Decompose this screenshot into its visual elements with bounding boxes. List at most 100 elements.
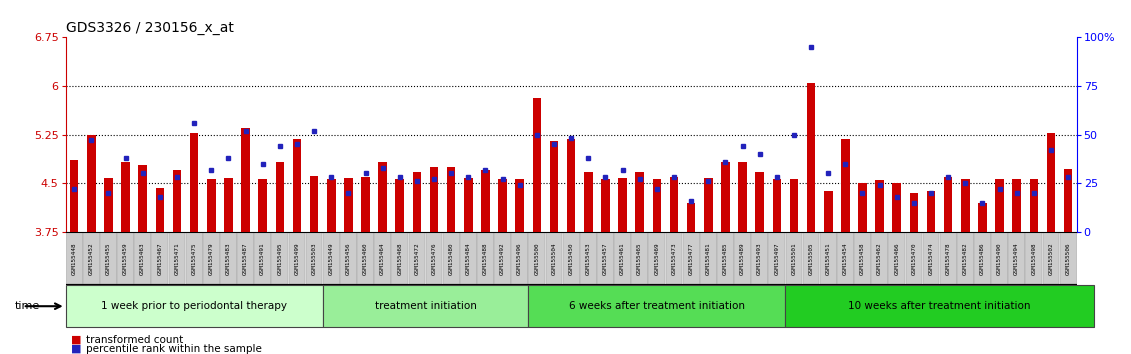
Text: GSM155475: GSM155475 [191,242,197,275]
Bar [66,232,83,285]
Bar [944,177,952,232]
Bar [322,285,528,327]
Text: 10 weeks after treatment initiation: 10 weeks after treatment initiation [848,301,1030,311]
Bar [443,232,459,285]
Bar [173,170,181,232]
Bar [636,172,644,232]
Bar [276,162,284,232]
Bar [121,162,130,232]
Bar [892,183,901,232]
Text: GSM155501: GSM155501 [792,242,796,275]
Bar [357,232,374,285]
Bar [722,162,729,232]
Bar [772,179,782,232]
Text: GSM155483: GSM155483 [226,242,231,275]
Bar [995,179,1004,232]
Bar [1046,133,1055,232]
Bar [374,232,391,285]
Bar [288,232,305,285]
Bar [961,179,969,232]
Text: GSM155494: GSM155494 [1015,242,1019,275]
Text: ■: ■ [71,344,81,354]
Text: time: time [15,301,40,311]
Bar [190,133,198,232]
Bar [854,232,871,285]
Bar [703,178,713,232]
Bar [909,193,918,232]
Bar [665,232,682,285]
Text: GSM155489: GSM155489 [740,242,745,275]
Bar [528,285,785,327]
Bar [974,232,991,285]
Text: ■: ■ [71,335,81,345]
Text: GSM155492: GSM155492 [500,242,506,275]
Bar [481,170,490,232]
Bar [768,232,785,285]
Text: GSM155482: GSM155482 [962,242,968,275]
Bar [322,232,339,285]
Bar [957,232,974,285]
Text: GSM155451: GSM155451 [826,242,830,275]
Text: GSM155471: GSM155471 [174,242,180,275]
Bar [687,202,696,232]
Bar [1060,232,1077,285]
Bar [305,232,322,285]
Text: GSM155502: GSM155502 [1048,242,1053,275]
Text: GSM155500: GSM155500 [534,242,539,275]
Bar [447,167,456,232]
Bar [871,232,888,285]
Bar [460,232,477,285]
Text: GSM155479: GSM155479 [209,242,214,275]
Bar [391,232,408,285]
Bar [379,162,387,232]
Text: GSM155478: GSM155478 [946,242,951,275]
Text: GSM155461: GSM155461 [620,242,625,275]
Text: GSM155460: GSM155460 [363,242,368,275]
Bar [940,232,957,285]
Text: GSM155497: GSM155497 [775,242,779,275]
Bar [926,191,935,232]
Bar [499,179,507,232]
Text: GSM155468: GSM155468 [397,242,403,275]
Bar [271,232,288,285]
Bar [202,232,219,285]
Text: GSM155465: GSM155465 [637,242,642,275]
Bar [152,232,169,285]
Bar [344,178,353,232]
Text: GSM155456: GSM155456 [346,242,351,275]
Text: GSM155464: GSM155464 [380,242,386,275]
Bar [978,202,986,232]
Bar [1029,179,1038,232]
Text: GSM155504: GSM155504 [552,242,556,275]
Bar [66,285,322,327]
Bar [156,188,164,232]
Text: GSM155455: GSM155455 [106,242,111,275]
Text: GSM155503: GSM155503 [312,242,317,275]
Bar [1064,169,1072,232]
Text: GSM155487: GSM155487 [243,242,248,275]
Bar [789,179,798,232]
Text: GSM155486: GSM155486 [979,242,985,275]
Text: GDS3326 / 230156_x_at: GDS3326 / 230156_x_at [66,21,233,35]
Bar [169,232,185,285]
Bar [820,232,837,285]
Bar [135,232,152,285]
Bar [648,232,665,285]
Bar [614,232,631,285]
Bar [991,232,1008,285]
Bar [823,191,832,232]
Text: GSM155469: GSM155469 [655,242,659,275]
Bar [751,232,768,285]
Bar [1009,232,1025,285]
Text: GSM155496: GSM155496 [517,242,523,275]
Bar [806,82,815,232]
Bar [1043,232,1060,285]
Bar [550,141,559,232]
Bar [310,176,319,232]
Text: GSM155462: GSM155462 [878,242,882,275]
Bar [717,232,734,285]
Text: GSM155495: GSM155495 [277,242,283,275]
Text: GSM155484: GSM155484 [466,242,470,275]
Bar [241,128,250,232]
Text: 1 week prior to periodontal therapy: 1 week prior to periodontal therapy [101,301,287,311]
